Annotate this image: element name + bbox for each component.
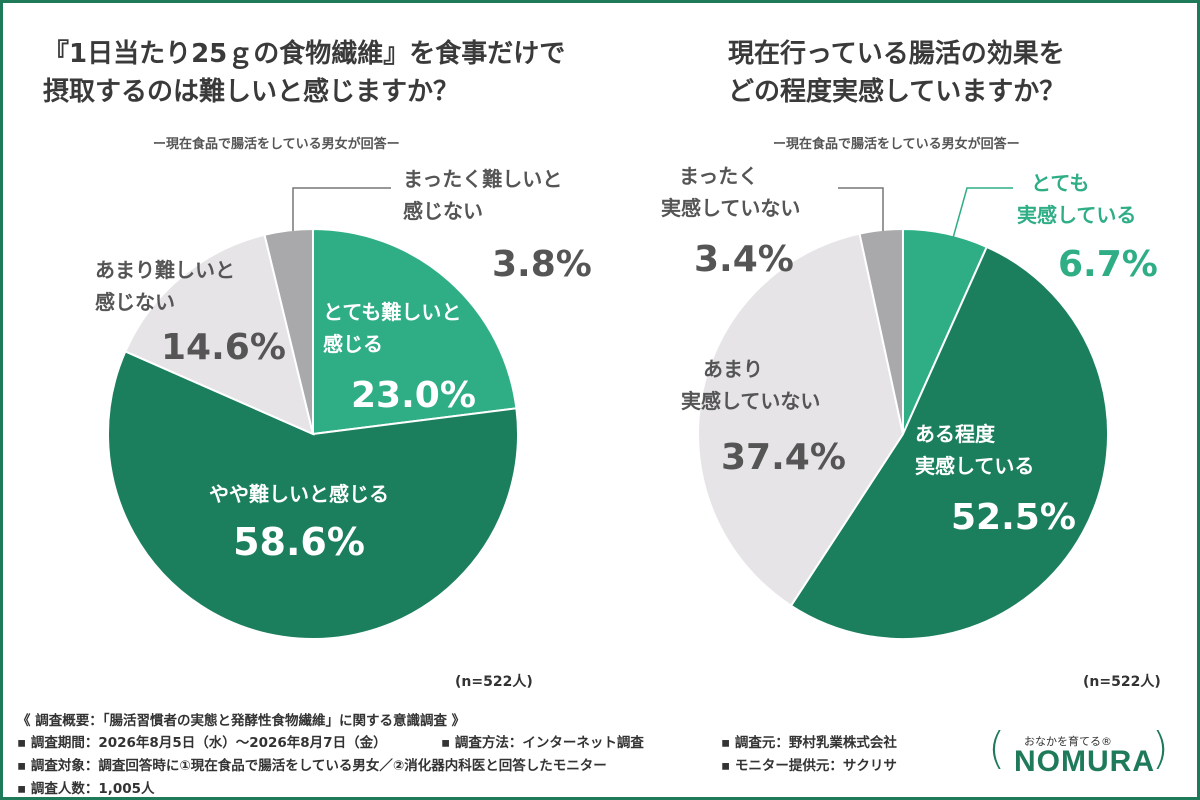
left-chart-subtitle: ー現在食品で腸活をしている男女が回答ー (153, 137, 400, 152)
logo-right-paren: ( (1152, 723, 1170, 774)
left-chart-title: 『1日当たり25ｇの食物繊維』を食事だけで 摂取するのは難しいと感じますか？ (43, 35, 565, 111)
slice-percent-2-4: 3.4% (694, 239, 794, 280)
pie-chart-1: とても難しいと感じる23.0%やや難しいと感じる58.6%あまり難しいと感じない… (95, 167, 592, 640)
slice-label-2-2-line-1: ある程度 (915, 422, 996, 446)
right-chart-subtitle: ー現在食品で腸活をしている男女が回答ー (773, 137, 1020, 152)
survey-respondents: ▪ 調査人数：1,005人 (17, 781, 155, 797)
slice-label-2-1-line-2: 実感している (1017, 203, 1136, 227)
logo-brand: NOMURA (1014, 745, 1155, 778)
right-title-line-2: どの程度実感していますか？ (728, 77, 1066, 107)
slice-label-2-4-line-2: 実感していない (661, 196, 800, 220)
right-title-line-1: 現在行っている腸活の効果を (728, 39, 1065, 69)
slice-label-1-4-line-1: まったく難しいと (403, 167, 562, 191)
nomura-logo: ( おなかを育てる® NOMURA ( (988, 717, 1170, 795)
leader-line-2-1 (838, 187, 884, 231)
slice-label-2-3-line-2: 実感していない (681, 389, 820, 413)
slice-label-2-4-line-1: まったく (679, 164, 758, 188)
slice-label-2-1-line-1: とても (1031, 171, 1089, 195)
slice-label-1-2-line-1: やや難しいと感じる (209, 482, 389, 506)
slice-label-1-1-line-2: 感じる (323, 332, 383, 356)
right-chart-sample-size: (n=522人) (1083, 674, 1161, 690)
slice-label-1-1-line-1: とても難しいと (323, 300, 461, 324)
right-chart-title: 現在行っている腸活の効果を どの程度実感していますか？ (728, 35, 1065, 111)
slice-label-1-4-line-2: 感じない (403, 199, 483, 223)
slice-label-2-2-line-2: 実感している (915, 454, 1034, 478)
left-chart-sample-size: (n=522人) (455, 674, 533, 690)
survey-heading: 《 調査概要：「腸活習慣者の実態と発酵性食物繊維」に関する意識調査 》 (17, 713, 466, 729)
slice-percent-2-3: 37.4% (721, 437, 846, 478)
slice-percent-1-4: 3.8% (492, 244, 592, 285)
slice-percent-1-1: 23.0% (351, 375, 476, 416)
leader-line-2-2 (952, 187, 1013, 239)
pie-slice-2-4 (858, 227, 904, 435)
left-title-line-2: 摂取するのは難しいと感じますか？ (43, 77, 460, 107)
pie-slice-2-2 (789, 245, 1110, 641)
slice-percent-2-2: 52.5% (951, 497, 1076, 538)
pie-slice-1-4 (263, 227, 314, 435)
slice-label-1-3-line-1: あまり難しいと (95, 258, 235, 282)
pie-slice-1-2 (107, 350, 519, 640)
survey-target: ▪ 調査対象：調査回答時に①現在食品で腸活をしている男女／②消化器内科医と回答し… (17, 758, 607, 774)
survey-method: ▪ 調査方法：インターネット調査 (441, 735, 644, 751)
slice-label-1-3-line-2: 感じない (95, 290, 175, 314)
survey-monitor-provider: ▪ モニター提供元：サクリサ (721, 758, 897, 774)
leader-line-1-1 (292, 187, 391, 231)
left-title-line-1: 『1日当たり25ｇの食物繊維』を食事だけで (43, 39, 566, 69)
pie-slice-1-1 (312, 227, 518, 436)
pie-charts: とても難しいと感じる23.0%やや難しいと感じる58.6%あまり難しいと感じない… (95, 164, 1158, 641)
pie-slice-1-3 (124, 233, 315, 436)
slice-percent-1-2: 58.6% (233, 520, 365, 564)
pie-chart-2: とても実感している6.7%ある程度実感している52.5%あまり実感していない37… (661, 164, 1158, 641)
slice-percent-1-3: 14.6% (161, 327, 286, 368)
slice-label-2-3-line-1: あまり (703, 357, 763, 381)
pie-slice-2-3 (697, 232, 905, 608)
logo-tagline: おなかを育てる® (1024, 735, 1112, 748)
survey-period: ▪ 調査期間：2026年8月5日（水）～2026年8月7日（金） (17, 735, 387, 751)
slice-percent-2-1: 6.7% (1058, 244, 1158, 285)
logo-left-paren: ( (988, 723, 1006, 774)
survey-conductor: ▪ 調査元：野村乳業株式会社 (721, 735, 897, 751)
